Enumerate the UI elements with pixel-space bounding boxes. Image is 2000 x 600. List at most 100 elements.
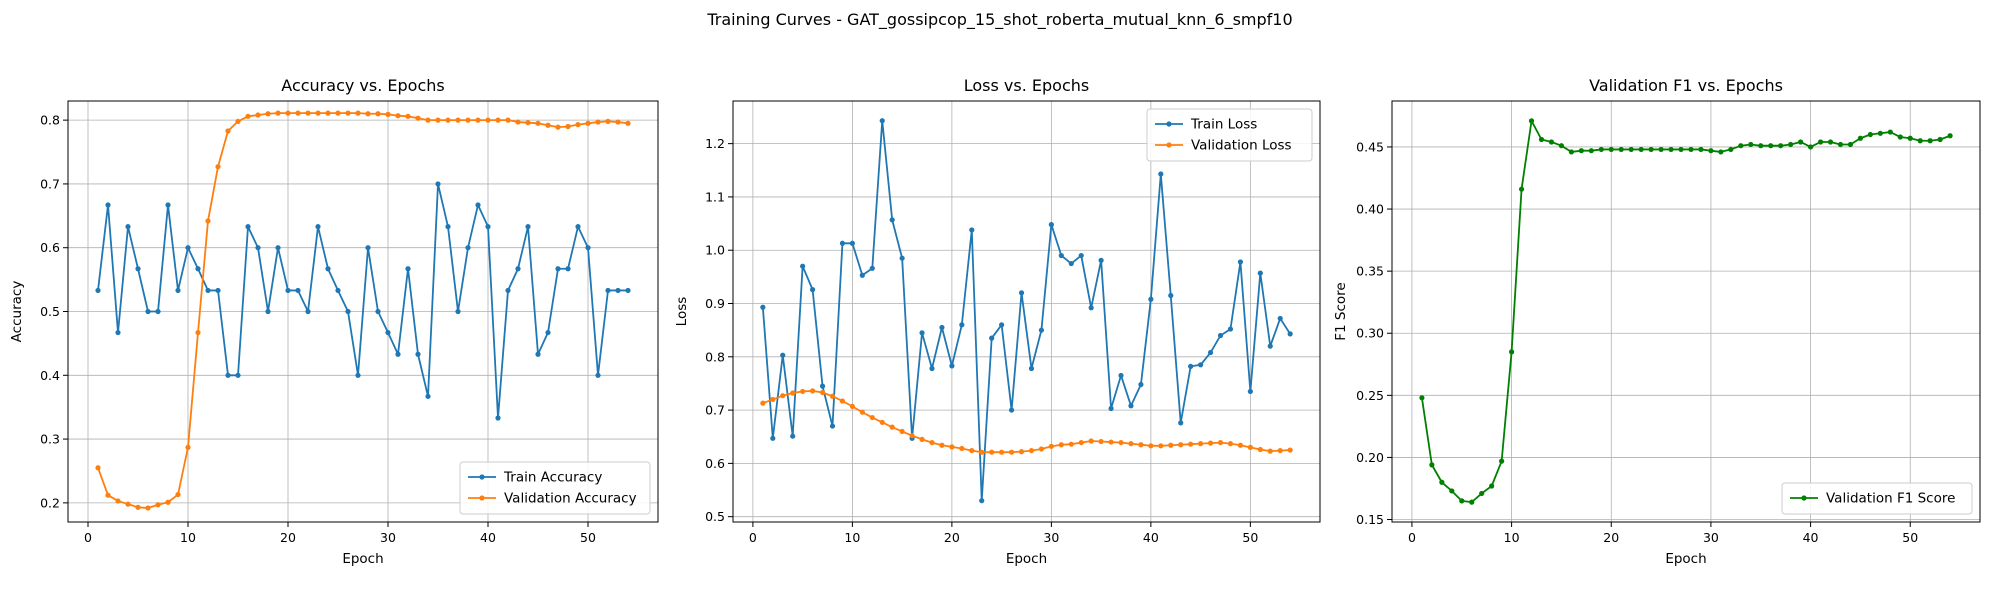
data-point: [1877, 130, 1883, 136]
data-point: [595, 372, 601, 378]
data-point: [1048, 443, 1054, 449]
plot-frame: [1391, 100, 1981, 523]
data-point: [365, 111, 371, 117]
data-point: [1198, 441, 1204, 447]
data-point: [1108, 439, 1114, 445]
data-point: [435, 117, 441, 123]
data-point: [305, 308, 311, 315]
y-tick-label: 1.0: [705, 243, 725, 258]
data-point: [345, 308, 351, 315]
data-point: [1048, 222, 1054, 228]
data-point: [325, 266, 331, 272]
y-tick-label: 1.1: [705, 189, 725, 204]
data-point: [525, 224, 531, 230]
data-point: [1638, 146, 1644, 153]
data-point: [565, 266, 571, 272]
data-point: [205, 218, 211, 224]
data-point: [1118, 372, 1124, 379]
data-point: [1068, 441, 1074, 447]
data-point: [879, 118, 885, 124]
chart-title: Loss vs. Epochs: [964, 76, 1089, 95]
data-point: [1168, 442, 1174, 448]
y-tick-label: 0.7: [40, 176, 60, 191]
data-point: [505, 117, 511, 123]
data-point: [335, 287, 341, 294]
data-point: [605, 287, 611, 294]
data-point: [425, 117, 431, 123]
data-point: [770, 435, 776, 441]
data-point: [1668, 146, 1674, 153]
data-point: [1588, 148, 1594, 154]
data-point: [1058, 442, 1064, 448]
data-point: [1688, 146, 1694, 153]
data-point: [385, 329, 391, 336]
data-point: [1827, 139, 1834, 145]
y-tick-label: 0.8: [40, 113, 60, 128]
x-tick-label: 20: [1603, 530, 1619, 545]
data-point: [780, 393, 786, 399]
data-point: [1528, 118, 1535, 124]
data-point: [1158, 171, 1164, 177]
data-point: [1937, 136, 1943, 143]
data-point: [145, 505, 151, 511]
data-point: [355, 372, 361, 378]
data-point: [575, 224, 581, 230]
y-tick-label: 0.8: [705, 349, 725, 364]
data-point: [790, 390, 796, 396]
data-point: [255, 112, 261, 118]
data-point: [1738, 143, 1744, 149]
data-point: [1648, 146, 1654, 153]
data-point: [95, 465, 101, 471]
x-tick-label: 30: [1043, 530, 1059, 545]
plot-frame: [67, 100, 659, 523]
data-point: [1018, 449, 1025, 455]
data-point: [1088, 438, 1094, 444]
y-tick-label: 0.40: [1356, 202, 1384, 217]
data-point: [185, 245, 191, 251]
data-point: [1068, 260, 1074, 267]
data-point: [879, 419, 885, 425]
data-point: [135, 266, 141, 272]
data-point: [215, 164, 221, 170]
data-point: [949, 363, 955, 369]
data-point: [585, 120, 591, 126]
data-point: [385, 111, 391, 117]
data-point: [545, 329, 551, 336]
data-point: [1548, 139, 1555, 145]
data-point: [545, 122, 551, 128]
data-point: [215, 287, 221, 294]
data-point: [780, 352, 786, 358]
x-tick-label: 20: [944, 530, 960, 545]
data-point: [415, 351, 421, 357]
data-point: [1598, 146, 1604, 153]
x-tick-label: 40: [480, 530, 496, 545]
data-point: [839, 398, 846, 404]
data-point: [1837, 141, 1844, 148]
data-point: [535, 351, 541, 357]
data-point: [1178, 420, 1184, 426]
legend-marker: [1166, 121, 1172, 127]
legend-box: [459, 461, 651, 515]
data-point: [505, 287, 511, 294]
data-point: [595, 119, 601, 125]
data-point: [105, 202, 111, 208]
legend: Validation F1 Score: [1781, 482, 1973, 515]
data-point: [1419, 395, 1425, 401]
data-point: [1907, 135, 1913, 141]
legend: Train Loss Validation Loss: [1146, 108, 1313, 162]
data-point: [1287, 331, 1293, 337]
data-point: [770, 396, 776, 403]
data-point: [1479, 490, 1485, 497]
data-point: [1917, 138, 1923, 144]
y-tick-label: 0.9: [705, 296, 725, 311]
data-point: [455, 308, 461, 315]
data-point: [155, 502, 161, 508]
data-point: [485, 117, 491, 123]
data-point: [979, 498, 985, 504]
data-point: [949, 444, 955, 450]
data-point: [1237, 259, 1244, 265]
data-point: [305, 110, 311, 116]
x-axis-label: Epoch: [1665, 551, 1706, 567]
data-point: [1207, 349, 1214, 356]
data-point: [1887, 129, 1893, 135]
